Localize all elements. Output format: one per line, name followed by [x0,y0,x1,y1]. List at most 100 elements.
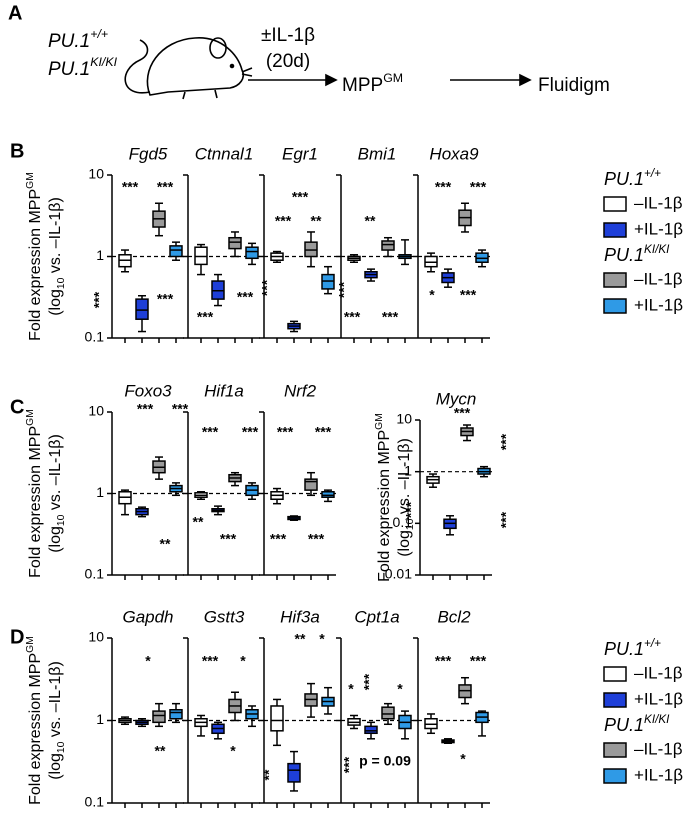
genotype: PU.1KI/KI [48,55,118,80]
significance-label: *** [237,289,254,305]
box-plot: Gstt3*** ** [183,607,260,808]
box [245,246,259,260]
text-part: PU.1 [604,639,644,659]
readout: Fluidigm [538,75,610,96]
text-part: 10 [56,514,67,526]
legend-label: +IL-1β [634,689,683,708]
significance-label: *** [91,291,107,308]
significance-label: *** [454,405,471,421]
significance-label: * [348,681,354,697]
y-tick-label: 10 [88,629,104,645]
legend-label: –IL-1β [634,269,683,288]
significance-label: * [319,631,325,647]
significance-label: *** [315,424,332,440]
box [381,240,395,251]
text-part: GM [25,409,36,426]
y-tick-label: 10 [396,411,412,427]
legend-swatch [603,222,627,238]
significance-label: ** [155,743,166,759]
y-axis-label: Fold expression MPPGM [25,409,44,578]
y-tick-label: 0.1 [85,329,105,345]
significance-label: *** [460,287,477,303]
text-part: PU.1 [48,59,90,80]
significance-label: *** [202,424,219,440]
legend-label: +IL-1β [634,295,683,314]
significance-label: *** [157,179,174,195]
plot-title: Nrf2 [284,381,317,400]
text-part: 10 [56,277,67,289]
panel-label: C [10,396,24,418]
text-part: +/+ [90,27,108,41]
box-plot: Ctnnal1 *** *** [183,144,260,343]
y-axis-label: (log10 vs. –IL-1β) [47,661,67,780]
text-part: vs. –IL-1β) [47,434,64,514]
text-part: +/+ [644,637,661,650]
legend-swatch [603,692,627,708]
legend-label: –IL-1β [634,739,683,758]
treatment: ±IL-1β [261,25,315,46]
text-part: vs. –IL-1β) [47,197,64,277]
significance-label: *** [435,179,452,195]
legend-title: PU.1KI/KI [604,713,670,735]
panel-label: A [8,2,22,24]
duration: (20d) [266,51,310,72]
significance-label: * [429,287,435,303]
significance-label: *** [172,401,189,417]
text-part: (log [396,530,413,557]
significance-label: *** [122,179,139,195]
box-plot: Nrf2 *** *** *** *** [259,381,336,580]
text-part: 10 [56,741,67,753]
text-part: Fold expression MPP [27,426,44,578]
significance-label: *** [403,501,419,518]
text-part: (log [47,753,64,780]
text-part: KI/KI [644,713,670,726]
significance-label: *** [361,673,377,690]
text-part: GM [25,172,36,189]
text-part: Fold expression MPP [27,653,44,805]
significance-label: * [145,653,151,669]
mouse-icon [124,37,253,100]
significance-label: *** [137,401,154,417]
significance-label: ** [193,514,204,530]
y-tick-label: 1 [96,247,104,263]
plot-title: Ctnnal1 [195,144,254,163]
text-part: KI/KI [644,243,670,256]
text-part: PU.1 [48,31,90,52]
y-axis-label: (log10 vs. –IL-1β) [47,197,67,316]
legend-label: +IL-1β [634,765,683,784]
y-axis-label: Fold expression MPPGM [25,172,44,341]
significance-label: * [240,653,246,669]
panel-label: B [10,140,24,162]
text-part: +/+ [644,167,661,180]
significance-label: *** [470,179,487,195]
text-part: (log [47,289,64,316]
box-plot: Hoxa9*** **** *** [413,144,490,343]
plot-title: Gapdh [122,607,173,626]
significance-label: ** [295,631,306,647]
text-part: GM [383,71,403,85]
significance-label: *** [197,309,214,325]
significance-label: *** [341,756,357,773]
significance-label: ** [311,213,322,229]
panel-label: D [10,626,24,648]
significance-label: * [460,751,466,767]
box-plot: Hif3a** ****** [259,607,357,808]
plot-title: Mycn [436,389,477,408]
significance-label: *** [498,511,514,528]
y-tick-label: 0.1 [85,566,105,582]
plot-title: Gstt3 [204,607,245,626]
plot-title: Cpt1a [354,607,399,626]
text-part: GM [25,636,36,653]
significance-label: *** [498,433,514,450]
significance-label: *** [470,653,487,669]
plot-title: Fgd5 [129,144,168,163]
significance-label: *** [292,189,309,205]
text-part: Fold expression MPP [376,430,393,582]
text-part: vs. –IL-1β) [396,438,413,518]
significance-label: *** [242,424,259,440]
plot-title: Hoxa9 [429,144,479,163]
plot-title: Bcl2 [437,607,471,626]
box-plot: Egr1****** ***** *** [259,144,352,343]
text-part: PU.1 [604,245,644,265]
